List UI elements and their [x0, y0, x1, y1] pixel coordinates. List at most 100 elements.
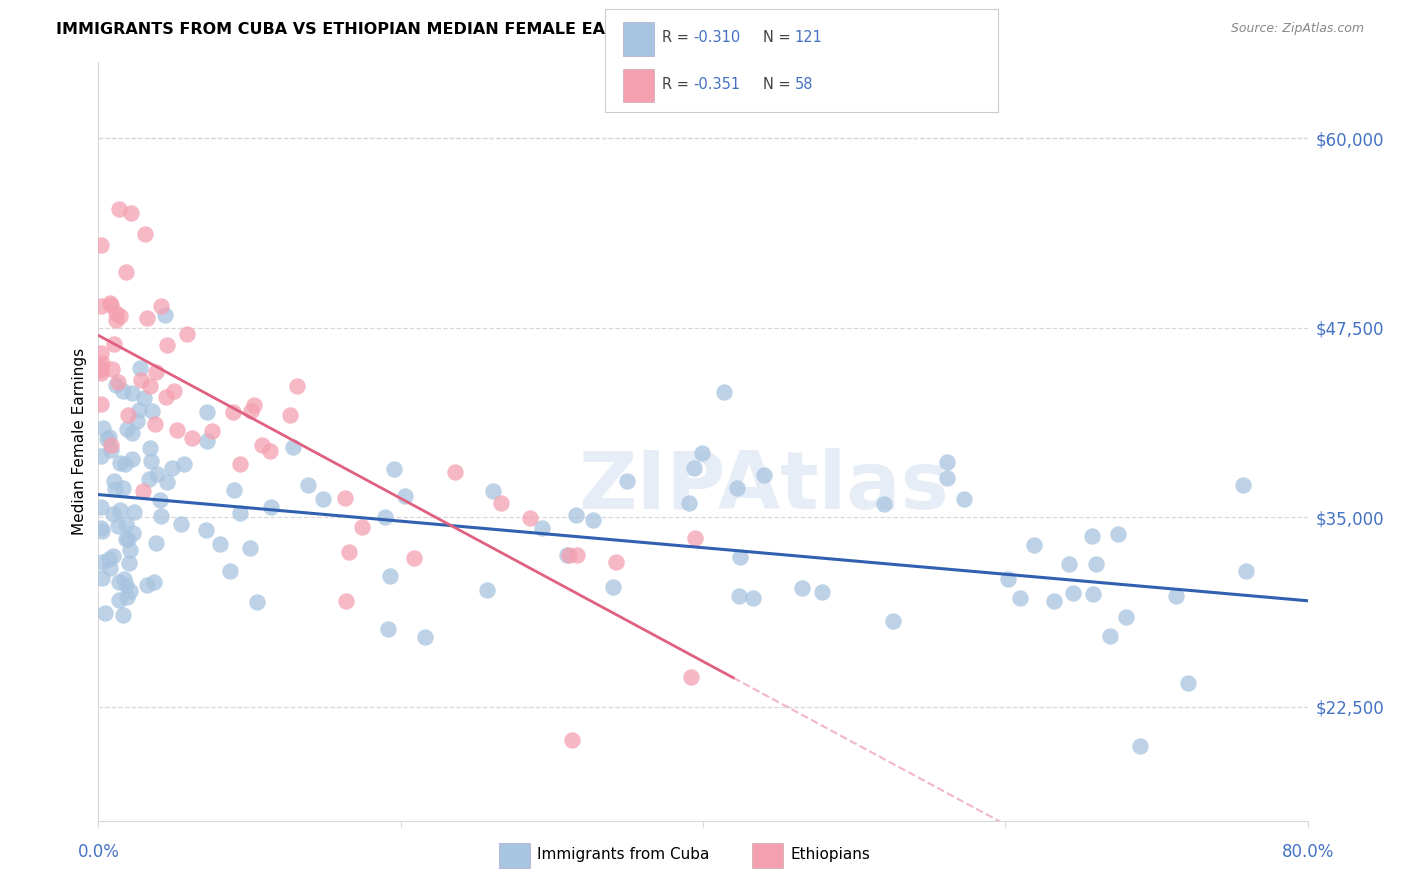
Point: [128, 403, 150, 417]
Point: [240, 404, 263, 418]
Text: R =: R =: [662, 77, 693, 92]
Point: [139, 379, 162, 393]
Point: [228, 506, 250, 520]
Point: [312, 492, 335, 507]
Text: N =: N =: [763, 77, 796, 92]
Point: [108, 503, 131, 517]
Point: [678, 496, 700, 510]
Point: [281, 440, 304, 454]
Point: [176, 327, 198, 342]
Point: [117, 408, 139, 422]
Point: [118, 543, 141, 558]
Point: [1008, 591, 1031, 605]
Point: [91, 356, 114, 370]
Point: [752, 468, 775, 483]
Point: [112, 384, 135, 399]
Point: [531, 521, 554, 535]
Point: [114, 457, 136, 471]
Point: [394, 489, 416, 503]
Point: [297, 477, 319, 491]
Point: [98, 429, 121, 443]
Point: [997, 572, 1019, 586]
Point: [90, 397, 112, 411]
Point: [582, 513, 605, 527]
Point: [728, 549, 751, 564]
Point: [690, 446, 713, 460]
Point: [382, 462, 405, 476]
Point: [558, 548, 581, 562]
Point: [91, 421, 114, 435]
Point: [101, 507, 124, 521]
Point: [250, 438, 273, 452]
Point: [149, 299, 172, 313]
Point: [105, 306, 128, 320]
Point: [713, 384, 735, 399]
Point: [100, 298, 122, 312]
Text: R =: R =: [662, 30, 693, 45]
Point: [100, 442, 122, 457]
Point: [132, 483, 155, 498]
Point: [156, 475, 179, 489]
Point: [173, 458, 195, 472]
Point: [208, 537, 231, 551]
Point: [475, 583, 498, 598]
Point: [108, 574, 131, 589]
Point: [561, 733, 583, 747]
Point: [1059, 557, 1081, 571]
Point: [136, 578, 159, 592]
Point: [94, 606, 117, 620]
Point: [246, 595, 269, 609]
Point: [1043, 593, 1066, 607]
Point: [122, 526, 145, 541]
Point: [557, 548, 579, 562]
Point: [98, 296, 121, 310]
Point: [259, 444, 281, 458]
Point: [90, 363, 112, 377]
Point: [118, 583, 141, 598]
Point: [1081, 587, 1104, 601]
Point: [378, 569, 401, 583]
Point: [121, 425, 143, 440]
Text: -0.351: -0.351: [693, 77, 741, 92]
Point: [170, 516, 193, 531]
Point: [413, 630, 436, 644]
Point: [107, 519, 129, 533]
Point: [107, 375, 129, 389]
Point: [1115, 609, 1137, 624]
Point: [728, 590, 751, 604]
Point: [404, 551, 426, 566]
Point: [936, 471, 959, 485]
Point: [1164, 589, 1187, 603]
Point: [811, 585, 834, 599]
Point: [333, 491, 356, 505]
Point: [1062, 586, 1084, 600]
Point: [108, 309, 131, 323]
Point: [108, 456, 131, 470]
Point: [1234, 564, 1257, 578]
Point: [616, 474, 638, 488]
Point: [108, 592, 131, 607]
Text: 80.0%: 80.0%: [1281, 844, 1334, 862]
Point: [1129, 739, 1152, 753]
Y-axis label: Median Female Earnings: Median Female Earnings: [72, 348, 87, 535]
Point: [103, 474, 125, 488]
Point: [1024, 538, 1046, 552]
Point: [243, 398, 266, 412]
Point: [121, 386, 143, 401]
Point: [139, 454, 162, 468]
Point: [792, 582, 814, 596]
Point: [681, 670, 703, 684]
Point: [239, 541, 262, 555]
Point: [90, 555, 112, 569]
Point: [725, 481, 748, 495]
Point: [117, 532, 139, 546]
Point: [90, 346, 112, 360]
Point: [135, 310, 157, 325]
Point: [115, 578, 138, 592]
Point: [602, 580, 624, 594]
Point: [1081, 529, 1104, 543]
Point: [111, 607, 134, 622]
Point: [683, 461, 706, 475]
Point: [121, 452, 143, 467]
Point: [260, 500, 283, 515]
